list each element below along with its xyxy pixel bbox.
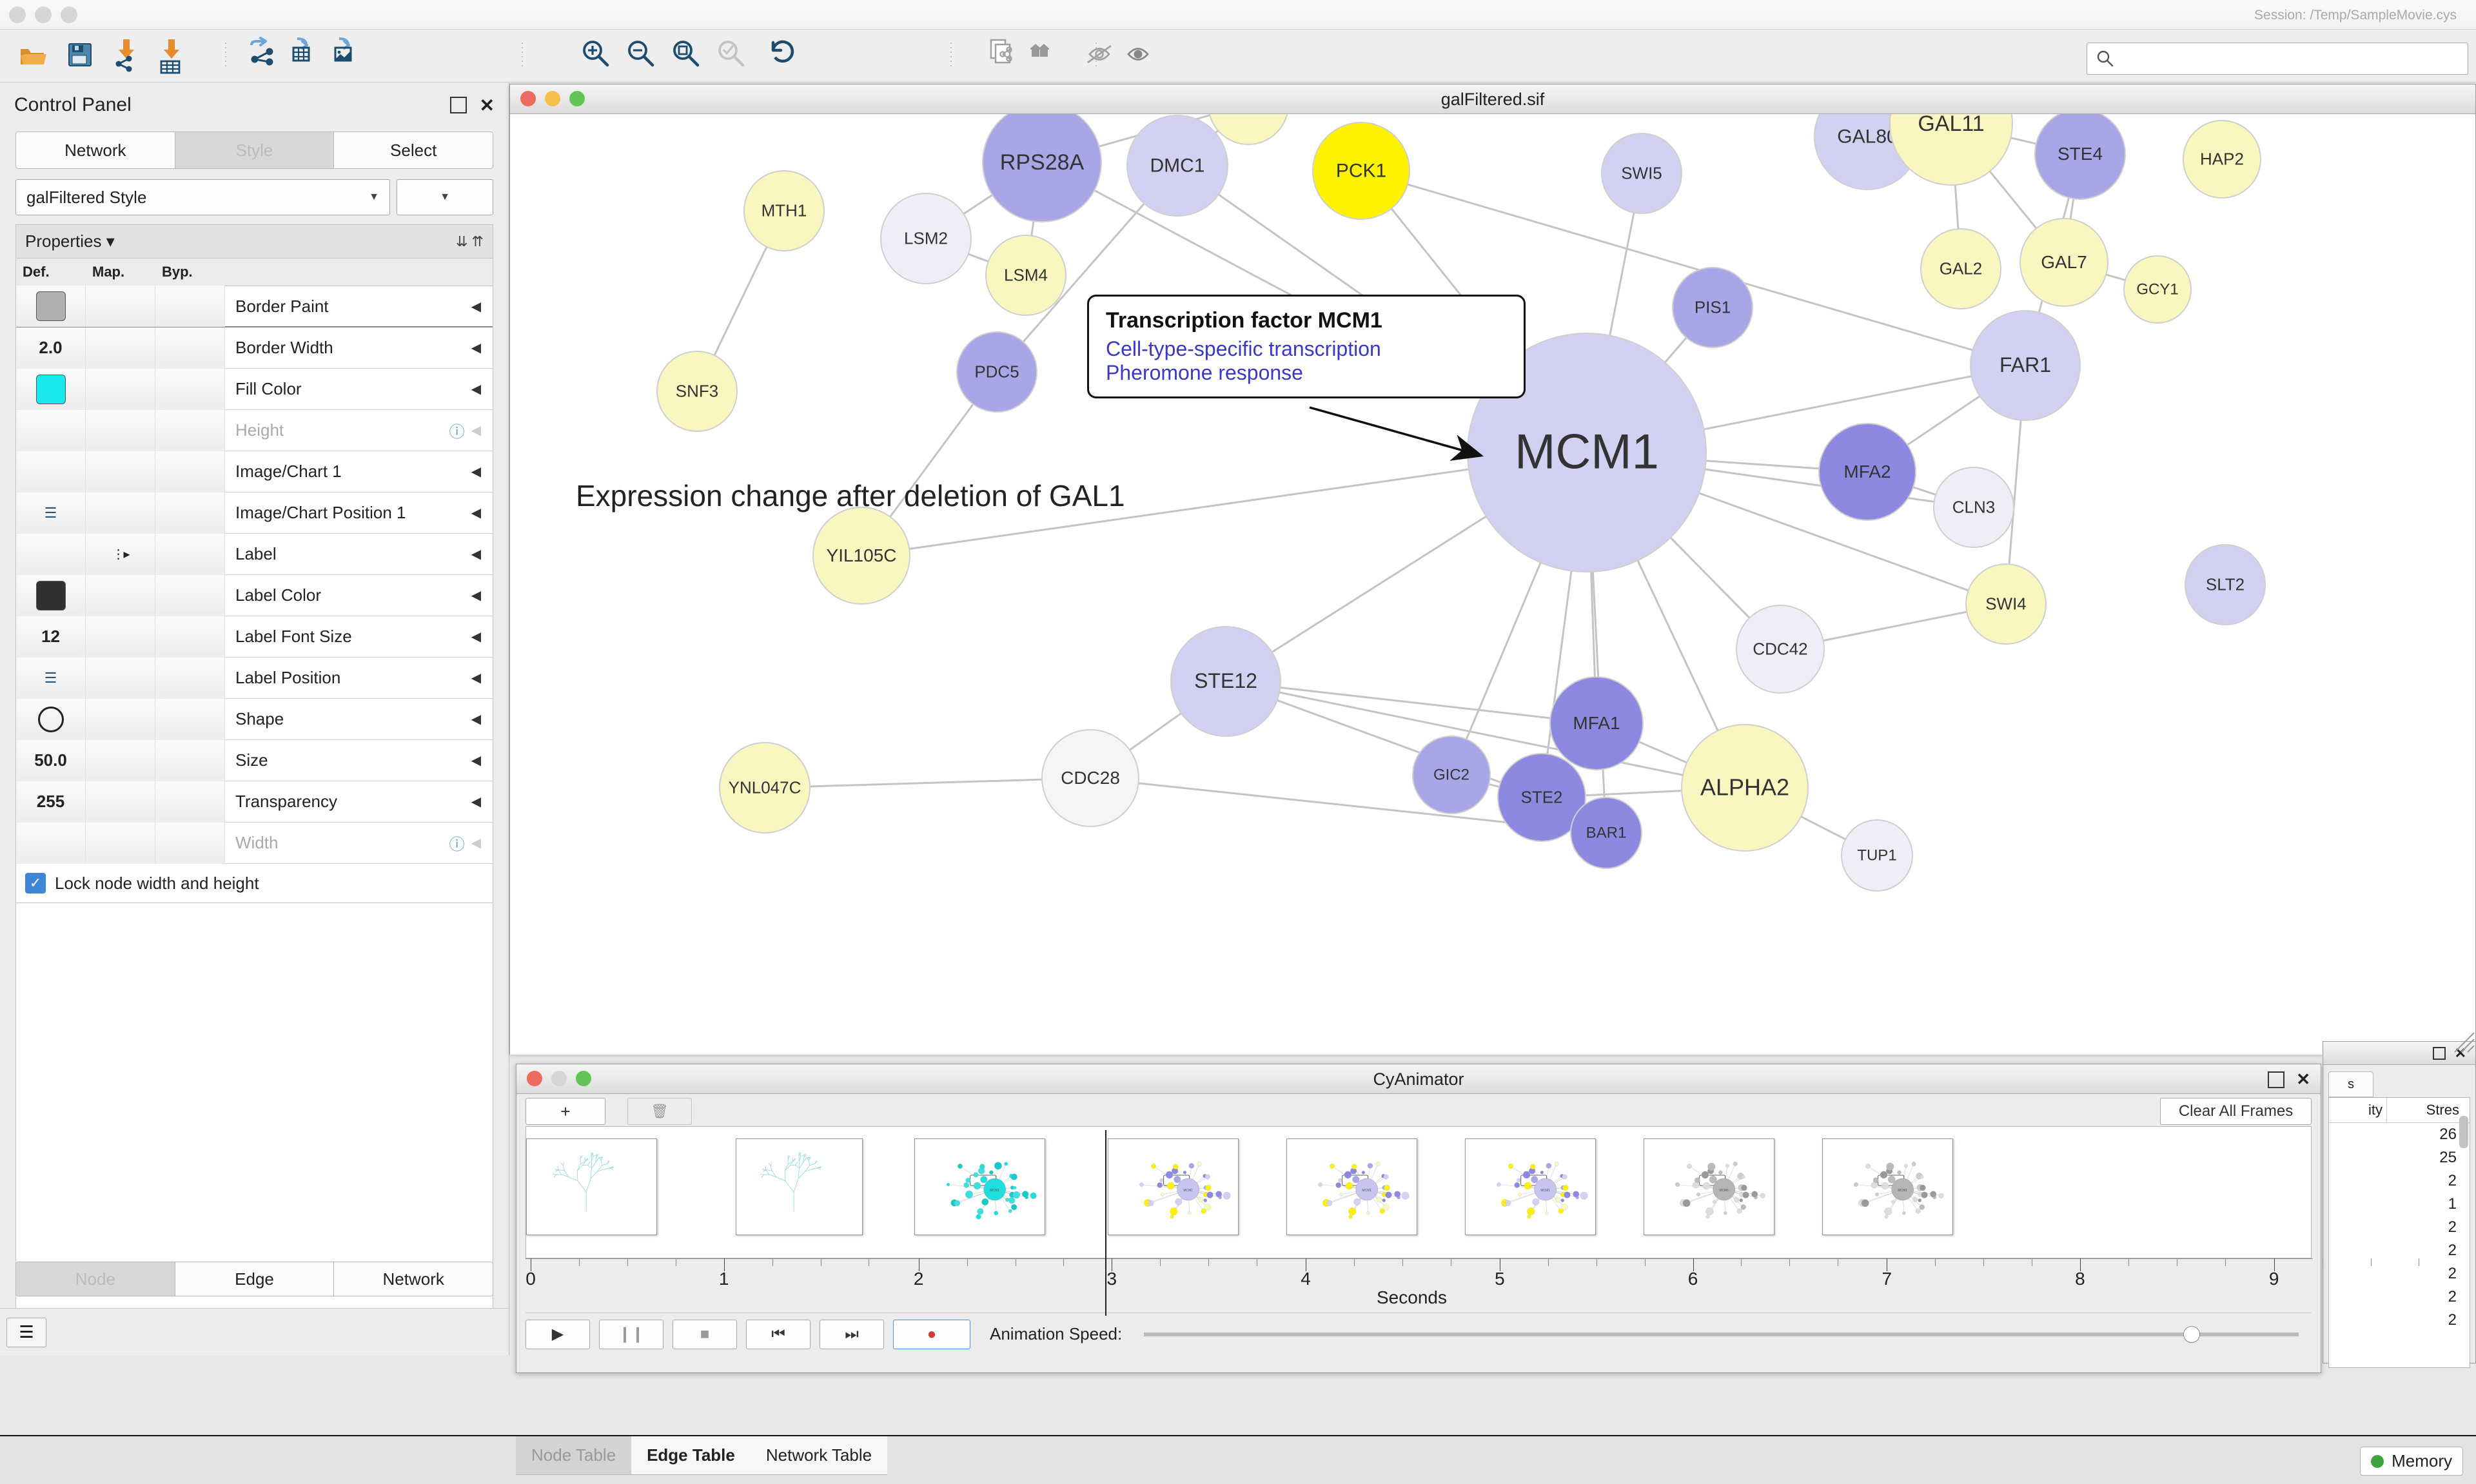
svg-text:MFA1: MFA1 — [1573, 713, 1620, 733]
svg-text:PCK1: PCK1 — [1336, 161, 1386, 182]
svg-text:SNF3: SNF3 — [676, 381, 718, 400]
svg-text:MCM1: MCM1 — [1362, 1189, 1371, 1193]
svg-text:CDC42: CDC42 — [1753, 639, 1807, 658]
svg-text:GAL80: GAL80 — [1837, 126, 1897, 148]
svg-text:BAR1: BAR1 — [1586, 825, 1627, 842]
svg-text:CDC28: CDC28 — [1061, 768, 1120, 788]
svg-text:MCM1: MCM1 — [1515, 424, 1659, 479]
svg-text:GAL11: GAL11 — [1918, 114, 1984, 136]
svg-text:SWI4: SWI4 — [1985, 594, 2027, 613]
svg-text:STE12: STE12 — [1194, 669, 1257, 692]
svg-text:GIC2: GIC2 — [1433, 766, 1469, 784]
svg-text:GAL7: GAL7 — [2041, 252, 2087, 272]
svg-text:SLT2: SLT2 — [2206, 574, 2245, 594]
svg-text:GAL2: GAL2 — [1940, 259, 1983, 278]
svg-text:MCM1: MCM1 — [1719, 1189, 1729, 1193]
svg-text:SWI5: SWI5 — [1621, 163, 1662, 182]
svg-text:YIL105C: YIL105C — [827, 545, 897, 565]
svg-text:GCY1: GCY1 — [2136, 281, 2178, 298]
svg-text:YNL047C: YNL047C — [729, 777, 801, 797]
svg-text:HAP2: HAP2 — [2200, 149, 2244, 168]
svg-text:CLN3: CLN3 — [1952, 497, 1995, 516]
svg-text:LSM4: LSM4 — [1004, 265, 1048, 284]
svg-text:MCM1: MCM1 — [1540, 1189, 1550, 1193]
svg-text:RPS28A: RPS28A — [1000, 150, 1085, 175]
svg-text:ALPHA2: ALPHA2 — [1700, 774, 1789, 801]
svg-text:MCM1: MCM1 — [1898, 1189, 1907, 1193]
svg-text:PDC5: PDC5 — [974, 362, 1019, 381]
svg-text:TUP1: TUP1 — [1857, 847, 1896, 864]
svg-text:MTH1: MTH1 — [761, 200, 807, 220]
svg-text:MCM1: MCM1 — [990, 1189, 999, 1193]
svg-text:STE4: STE4 — [2058, 144, 2103, 164]
svg-text:MCM1: MCM1 — [1183, 1189, 1193, 1193]
svg-text:MFA2: MFA2 — [1843, 462, 1891, 482]
svg-text:STE2: STE2 — [1520, 787, 1562, 806]
svg-text:LSM2: LSM2 — [904, 228, 948, 248]
svg-text:FAR1: FAR1 — [1999, 353, 2051, 376]
svg-text:PIS1: PIS1 — [1695, 297, 1731, 317]
svg-text:DMC1: DMC1 — [1150, 155, 1204, 177]
